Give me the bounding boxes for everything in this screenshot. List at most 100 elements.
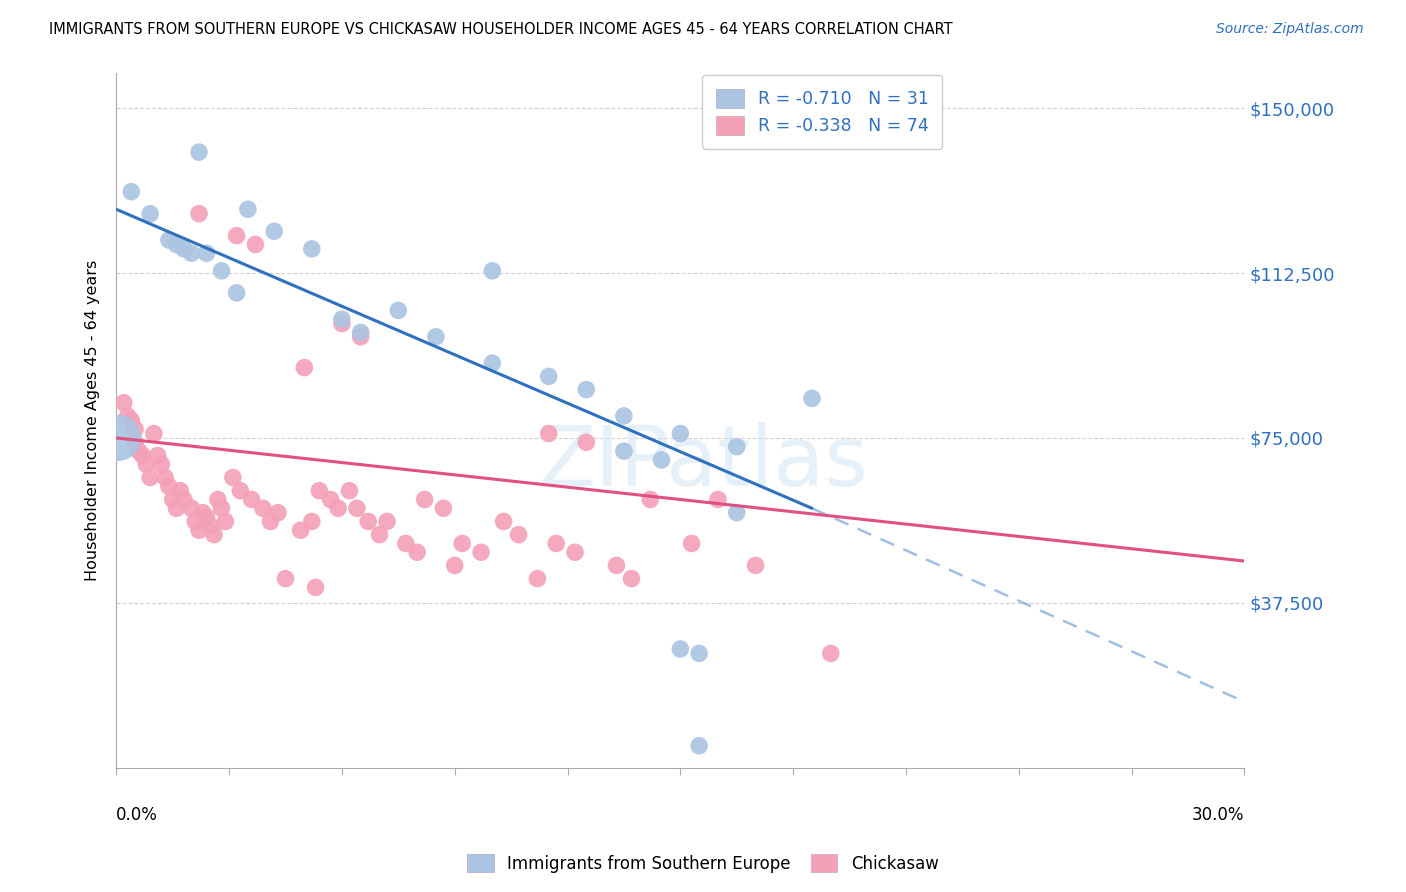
Point <box>162 492 184 507</box>
Point <box>120 185 142 199</box>
Point <box>157 233 180 247</box>
Point <box>180 246 202 260</box>
Point <box>681 536 703 550</box>
Point <box>425 330 447 344</box>
Point <box>387 303 409 318</box>
Point <box>107 431 129 445</box>
Point <box>131 449 153 463</box>
Point <box>357 515 380 529</box>
Point <box>245 237 267 252</box>
Point <box>301 515 323 529</box>
Point <box>725 440 748 454</box>
Point <box>395 536 418 550</box>
Point <box>290 523 312 537</box>
Point <box>319 492 342 507</box>
Point <box>112 396 135 410</box>
Point <box>180 501 202 516</box>
Point <box>124 435 146 450</box>
Text: 30.0%: 30.0% <box>1192 805 1244 824</box>
Point <box>139 207 162 221</box>
Point <box>481 264 503 278</box>
Point <box>339 483 361 498</box>
Point <box>135 458 157 472</box>
Point <box>481 356 503 370</box>
Point <box>526 572 548 586</box>
Point <box>150 458 173 472</box>
Point <box>263 224 285 238</box>
Point <box>195 510 218 524</box>
Point <box>301 242 323 256</box>
Point <box>443 558 465 573</box>
Point <box>200 519 222 533</box>
Point <box>688 646 710 660</box>
Point <box>188 523 211 537</box>
Text: ZIPatlas: ZIPatlas <box>538 422 868 502</box>
Point <box>165 501 187 516</box>
Text: Source: ZipAtlas.com: Source: ZipAtlas.com <box>1216 22 1364 37</box>
Point <box>350 326 373 340</box>
Point <box>173 242 195 256</box>
Point <box>326 501 349 516</box>
Point <box>252 501 274 516</box>
Point <box>225 228 247 243</box>
Point <box>688 739 710 753</box>
Point <box>669 642 692 657</box>
Point <box>651 453 673 467</box>
Point <box>375 515 398 529</box>
Point <box>820 646 842 660</box>
Legend: Immigrants from Southern Europe, Chickasaw: Immigrants from Southern Europe, Chickas… <box>461 847 945 880</box>
Point <box>413 492 436 507</box>
Point <box>620 572 643 586</box>
Point <box>128 444 150 458</box>
Point <box>139 470 162 484</box>
Point <box>211 264 233 278</box>
Point <box>225 285 247 300</box>
Point <box>707 492 730 507</box>
Point <box>157 479 180 493</box>
Point <box>725 506 748 520</box>
Point <box>537 369 560 384</box>
Point <box>406 545 429 559</box>
Point <box>153 470 176 484</box>
Point <box>240 492 263 507</box>
Point <box>470 545 492 559</box>
Point <box>330 317 353 331</box>
Text: IMMIGRANTS FROM SOUTHERN EUROPE VS CHICKASAW HOUSEHOLDER INCOME AGES 45 - 64 YEA: IMMIGRANTS FROM SOUTHERN EUROPE VS CHICK… <box>49 22 953 37</box>
Point <box>432 501 454 516</box>
Point <box>744 558 766 573</box>
Point <box>169 483 191 498</box>
Point <box>267 506 290 520</box>
Point <box>492 515 515 529</box>
Point <box>142 426 165 441</box>
Point <box>195 246 218 260</box>
Point <box>214 515 236 529</box>
Point <box>124 422 146 436</box>
Point <box>222 470 245 484</box>
Point <box>120 413 142 427</box>
Point <box>259 515 281 529</box>
Point <box>451 536 474 550</box>
Point <box>575 435 598 450</box>
Text: 0.0%: 0.0% <box>117 805 157 824</box>
Y-axis label: Householder Income Ages 45 - 64 years: Householder Income Ages 45 - 64 years <box>86 260 100 581</box>
Point <box>229 483 252 498</box>
Point <box>330 312 353 326</box>
Point <box>146 449 169 463</box>
Point <box>188 145 211 160</box>
Point <box>613 444 636 458</box>
Point <box>173 492 195 507</box>
Point <box>605 558 627 573</box>
Point <box>368 527 391 541</box>
Point <box>292 360 315 375</box>
Point <box>236 202 259 217</box>
Point <box>564 545 586 559</box>
Point <box>346 501 368 516</box>
Point <box>202 527 225 541</box>
Point <box>191 506 214 520</box>
Point <box>800 392 823 406</box>
Point <box>184 515 207 529</box>
Point <box>117 409 139 423</box>
Point <box>638 492 661 507</box>
Point <box>669 426 692 441</box>
Point <box>350 330 373 344</box>
